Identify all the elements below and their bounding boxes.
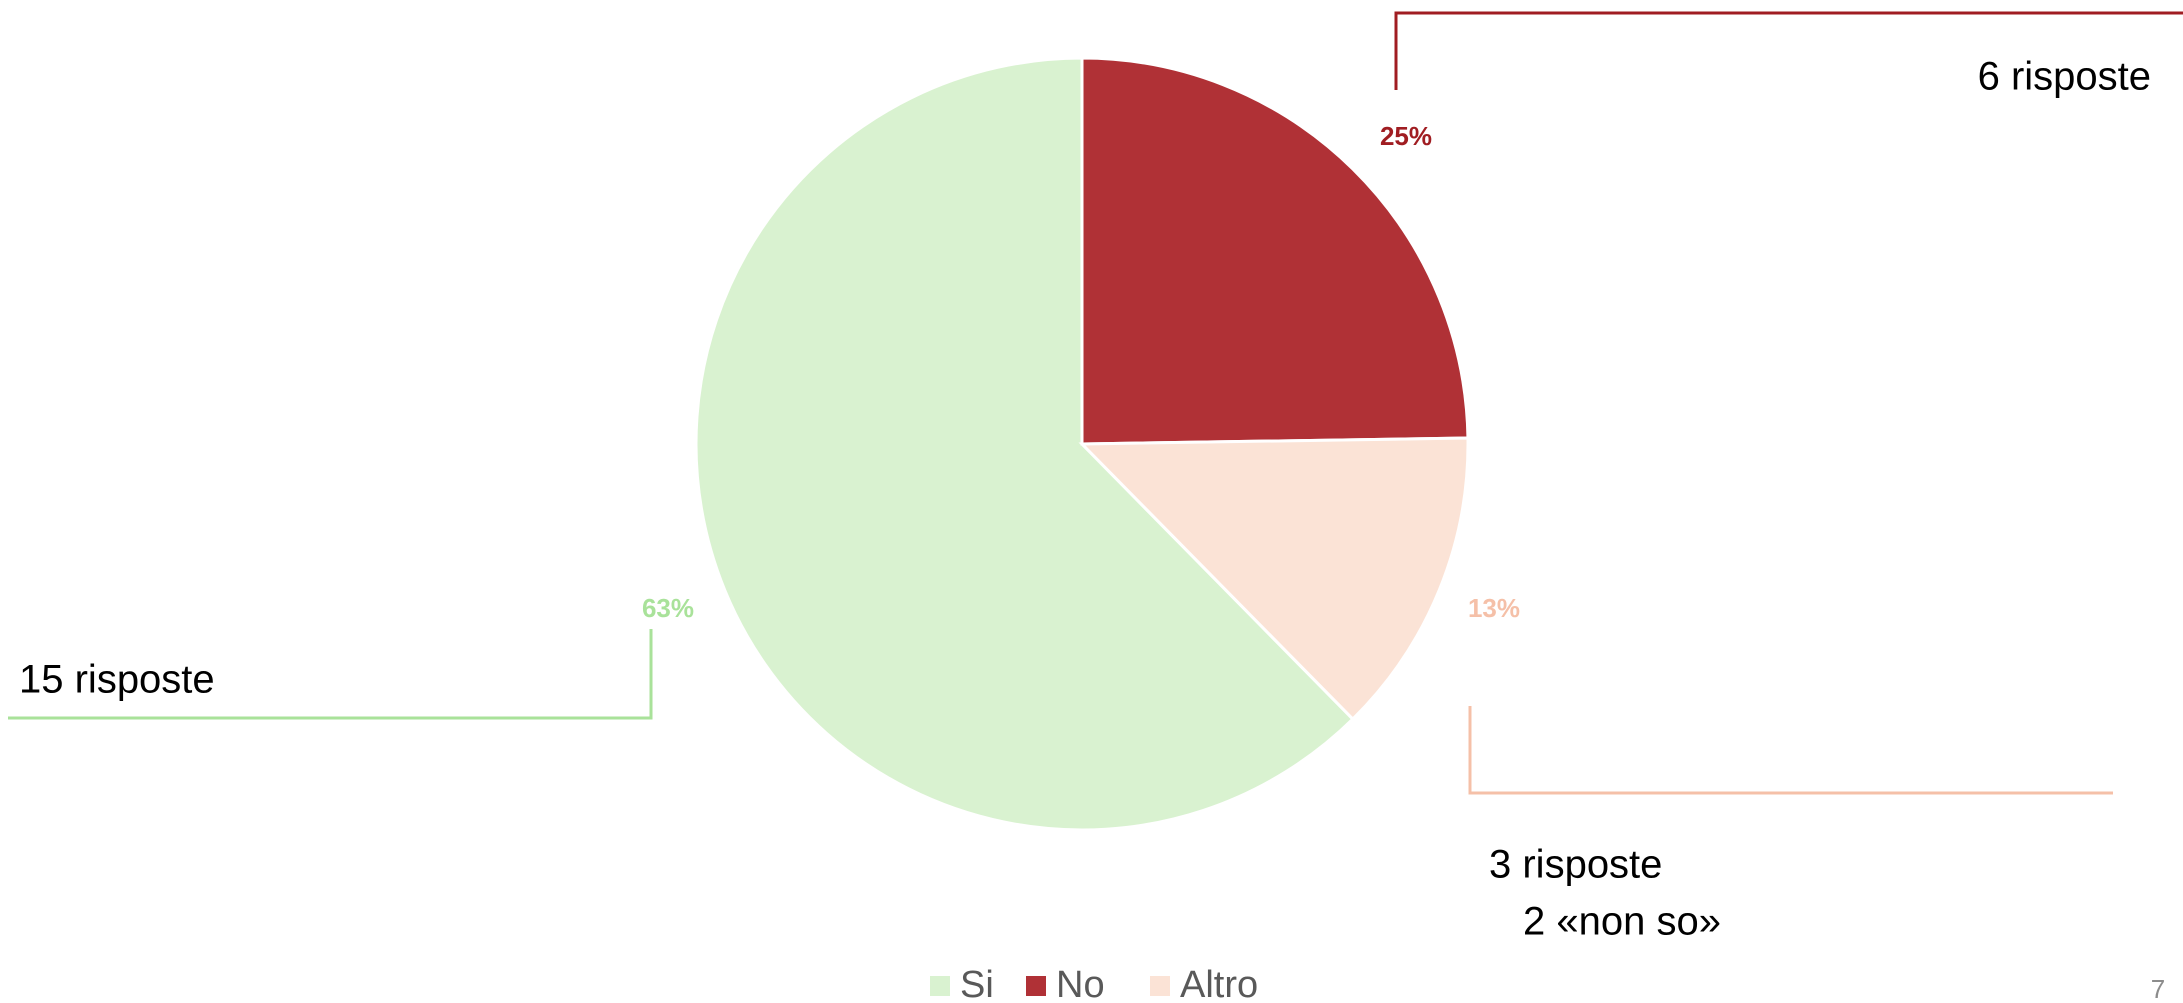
pie-slice bbox=[1078, 436, 1470, 722]
data-label: 25% bbox=[1380, 121, 1432, 151]
legend-swatch bbox=[1150, 976, 1170, 996]
callout-line bbox=[1394, 11, 2183, 90]
annotation: 15 risposte bbox=[19, 658, 215, 702]
callout-line bbox=[8, 629, 653, 720]
pie-slice bbox=[694, 56, 1355, 832]
page-number: 7 bbox=[2151, 974, 2165, 1003]
data-label: 13% bbox=[1468, 593, 1520, 623]
annotation: 2 «non so» bbox=[1523, 900, 1721, 944]
legend-swatch bbox=[1026, 976, 1046, 996]
data-label: 63% bbox=[642, 593, 694, 623]
legend-label: Altro bbox=[1180, 964, 1258, 1003]
legend-label: Si bbox=[960, 964, 994, 1003]
pie-slice bbox=[1080, 56, 1470, 446]
annotation: 6 risposte bbox=[1978, 55, 2151, 99]
callout-line bbox=[1468, 706, 2113, 795]
annotation: 3 risposte bbox=[1489, 843, 1662, 887]
legend-label: No bbox=[1056, 964, 1105, 1003]
legend-swatch bbox=[930, 976, 950, 996]
